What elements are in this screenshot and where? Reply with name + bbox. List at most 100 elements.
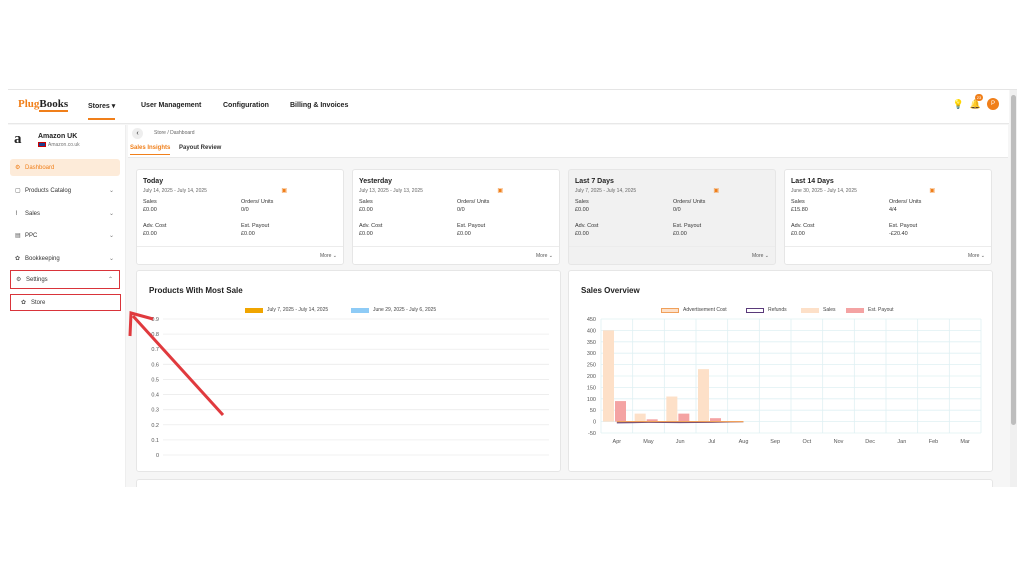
nav-stores[interactable]: Stores ▾ <box>88 102 116 120</box>
orders-stat: Orders/ Units 0/0 <box>457 198 489 214</box>
tab-payout-review[interactable]: Payout Review <box>179 145 222 151</box>
legend-label: Advertisement Cost <box>683 307 727 313</box>
y-tick-label: 100 <box>587 397 596 403</box>
legend-item[interactable]: July 7, 2025 - July 14, 2025 <box>245 307 328 313</box>
logo[interactable]: PlugBooks <box>18 98 69 112</box>
legend-item[interactable]: Est. Payout <box>846 307 894 313</box>
more-label: More <box>536 253 548 259</box>
stat-value: 0/0 <box>241 207 249 213</box>
sidebar-item-bookkeeping[interactable]: ✿ Bookkeeping ⌄ <box>10 250 120 267</box>
calendar-icon[interactable]: ▣ <box>713 188 719 194</box>
divider <box>137 246 343 247</box>
adv-cost-stat: Adv. Cost £0.00 <box>359 222 382 238</box>
logo-part: Plug <box>18 98 40 110</box>
calendar-icon[interactable]: ▣ <box>497 188 503 194</box>
bell-icon[interactable]: 🔔 23 <box>969 93 984 109</box>
more-button[interactable]: More ⌄ <box>536 253 553 259</box>
sidebar-item-ppc[interactable]: ▤ PPC ⌄ <box>10 227 120 244</box>
products-chart: 0.9 0.8 0.7 0.6 0.5 0.4 0.3 0.2 0.1 0 <box>151 317 549 459</box>
stat-value: 0/0 <box>673 207 681 213</box>
legend-item[interactable]: Refunds <box>746 307 787 313</box>
stat-label: Sales <box>359 199 373 205</box>
legend-item[interactable]: Sales <box>801 307 836 313</box>
more-label: More <box>968 253 980 259</box>
legend-swatch <box>245 307 263 313</box>
x-tick-label: Jun <box>676 439 685 445</box>
sidebar-subitem-store[interactable]: ✿ Store <box>10 294 121 311</box>
stat-label: Est. Payout <box>673 223 702 229</box>
chart-icon: ⌇ <box>15 211 18 217</box>
x-tick-label: Apr <box>613 439 622 445</box>
stat-value: £0.00 <box>791 231 805 237</box>
stat-value: £0.00 <box>241 231 255 237</box>
store-domain: Amazon.co.uk <box>38 142 80 148</box>
x-tick-label: Mar <box>960 439 970 445</box>
legend-swatch <box>661 307 679 313</box>
logo-part: Books <box>39 98 69 112</box>
chevron-down-icon: ⌄ <box>108 211 114 217</box>
more-button[interactable]: More ⌄ <box>320 253 337 259</box>
legend-label: Est. Payout <box>868 307 894 313</box>
stat-value: 4/4 <box>889 207 897 213</box>
store-name: Amazon UK <box>38 133 78 140</box>
y-tick-label: 450 <box>587 317 596 323</box>
chevron-up-icon: ⌃ <box>107 277 113 283</box>
breadcrumb-bar: ‹ Store / Dashboard Sales Insights Payou… <box>128 125 1008 158</box>
lightbulb-icon[interactable]: 💡 <box>952 98 964 109</box>
app-window: PlugBooks Stores ▾ User Management Confi… <box>8 89 1017 487</box>
sidebar-item-dashboard[interactable]: ⚙ Dashboard <box>10 159 120 176</box>
legend-label: Refunds <box>768 307 787 313</box>
legend-label: June 29, 2025 - July 6, 2025 <box>373 307 437 313</box>
stat-value: £0.00 <box>359 207 373 213</box>
stat-label: Sales <box>143 199 157 205</box>
dashboard-icon: ⚙ <box>15 165 21 171</box>
breadcrumb-store[interactable]: Store <box>154 130 166 136</box>
y-tick-label: 0 <box>156 453 159 459</box>
sales-stat: Sales £0.00 <box>143 198 157 214</box>
stat-label: Adv. Cost <box>359 223 383 229</box>
y-tick-label: 350 <box>587 340 596 346</box>
store-selector[interactable]: a Amazon UK Amazon.co.uk <box>14 131 114 153</box>
divider <box>785 246 991 247</box>
x-tick-label: Jul <box>708 439 715 445</box>
avatar[interactable]: P <box>987 98 999 110</box>
sidebar-item-settings[interactable]: ⚙ Settings ⌃ <box>10 270 120 289</box>
scrollbar[interactable] <box>1010 90 1017 487</box>
orders-stat: Orders/ Units 0/0 <box>241 198 273 214</box>
stat-value: £0.00 <box>143 207 157 213</box>
y-tick-label: 0.5 <box>151 377 159 383</box>
back-arrow-icon[interactable]: ‹ <box>132 128 143 139</box>
sidebar-label: Bookkeeping <box>25 255 60 262</box>
adv-cost-stat: Adv. Cost £0.00 <box>143 222 166 238</box>
sidebar-item-sales[interactable]: ⌇ Sales ⌄ <box>10 205 120 222</box>
adv-cost-stat: Adv. Cost £0.00 <box>791 222 814 238</box>
tab-sales-insights[interactable]: Sales Insights <box>130 145 171 155</box>
stat-value: -£20.40 <box>889 231 908 237</box>
sidebar-label: Settings <box>26 276 48 283</box>
y-tick-label: 0.2 <box>151 423 159 429</box>
card-dates: July 13, 2025 - July 13, 2025 <box>359 188 423 194</box>
chevron-down-icon: ⌄ <box>332 253 337 259</box>
card-dates: June 30, 2025 - July 14, 2025 <box>791 188 857 194</box>
ppc-icon: ▤ <box>15 233 21 239</box>
stat-label: Orders/ Units <box>457 199 490 205</box>
more-button[interactable]: More ⌄ <box>752 253 769 259</box>
legend-item[interactable]: Advertisement Cost <box>661 307 727 313</box>
sidebar-item-products-catalog[interactable]: ▢ Products Catalog ⌄ <box>10 182 120 199</box>
more-button[interactable]: More ⌄ <box>968 253 985 259</box>
nav-configuration[interactable]: Configuration <box>223 102 269 109</box>
calendar-icon[interactable]: ▣ <box>281 188 287 194</box>
catalog-icon: ▢ <box>15 188 21 194</box>
sales-stat: Sales £0.00 <box>359 198 373 214</box>
nav-user-management[interactable]: User Management <box>141 102 202 109</box>
scrollbar-thumb[interactable] <box>1011 95 1016 425</box>
chevron-down-icon: ▾ <box>111 103 116 110</box>
x-tick-label: Feb <box>929 439 938 445</box>
nav-billing[interactable]: Billing & Invoices <box>290 102 349 109</box>
stat-card: Today July 14, 2025 - July 14, 2025 ▣ Sales… <box>136 169 344 265</box>
legend-label: Sales <box>823 307 836 313</box>
calendar-icon[interactable]: ▣ <box>929 188 935 194</box>
payout-stat: Est. Payout £0.00 <box>457 222 485 238</box>
legend-item[interactable]: June 29, 2025 - July 6, 2025 <box>351 307 436 313</box>
legend-label: July 7, 2025 - July 14, 2025 <box>267 307 329 313</box>
